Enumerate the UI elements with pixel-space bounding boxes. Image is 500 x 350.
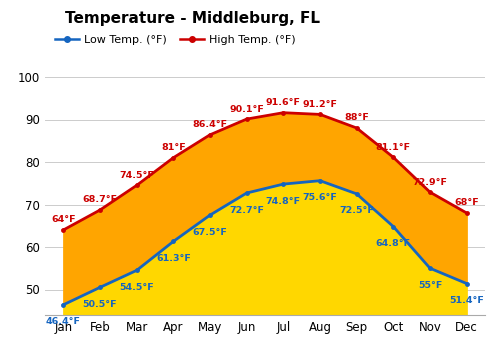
Text: 86.4°F: 86.4°F	[192, 120, 228, 129]
Legend: Low Temp. (°F), High Temp. (°F): Low Temp. (°F), High Temp. (°F)	[50, 30, 300, 49]
Text: 74.5°F: 74.5°F	[119, 171, 154, 180]
Text: 67.5°F: 67.5°F	[192, 228, 228, 237]
Text: 72.5°F: 72.5°F	[339, 206, 374, 215]
Text: 75.6°F: 75.6°F	[302, 193, 338, 202]
Text: 81°F: 81°F	[161, 143, 186, 152]
Text: 68.7°F: 68.7°F	[82, 195, 118, 204]
Text: 91.6°F: 91.6°F	[266, 98, 301, 107]
Text: 46.4°F: 46.4°F	[46, 317, 81, 326]
Text: 72.9°F: 72.9°F	[412, 177, 448, 187]
Text: 74.8°F: 74.8°F	[266, 197, 301, 205]
Text: 81.1°F: 81.1°F	[376, 143, 411, 152]
Text: Temperature - Middleburg, FL: Temperature - Middleburg, FL	[65, 10, 320, 26]
Text: 68°F: 68°F	[454, 198, 479, 208]
Text: 51.4°F: 51.4°F	[449, 296, 484, 305]
Text: 88°F: 88°F	[344, 113, 369, 122]
Text: 72.7°F: 72.7°F	[229, 205, 264, 215]
Text: 64°F: 64°F	[51, 216, 76, 224]
Text: 55°F: 55°F	[418, 281, 442, 290]
Text: 64.8°F: 64.8°F	[376, 239, 411, 248]
Text: 90.1°F: 90.1°F	[229, 105, 264, 113]
Text: 54.5°F: 54.5°F	[120, 283, 154, 292]
Text: 91.2°F: 91.2°F	[302, 100, 338, 109]
Text: 50.5°F: 50.5°F	[82, 300, 118, 309]
Text: 61.3°F: 61.3°F	[156, 254, 191, 263]
